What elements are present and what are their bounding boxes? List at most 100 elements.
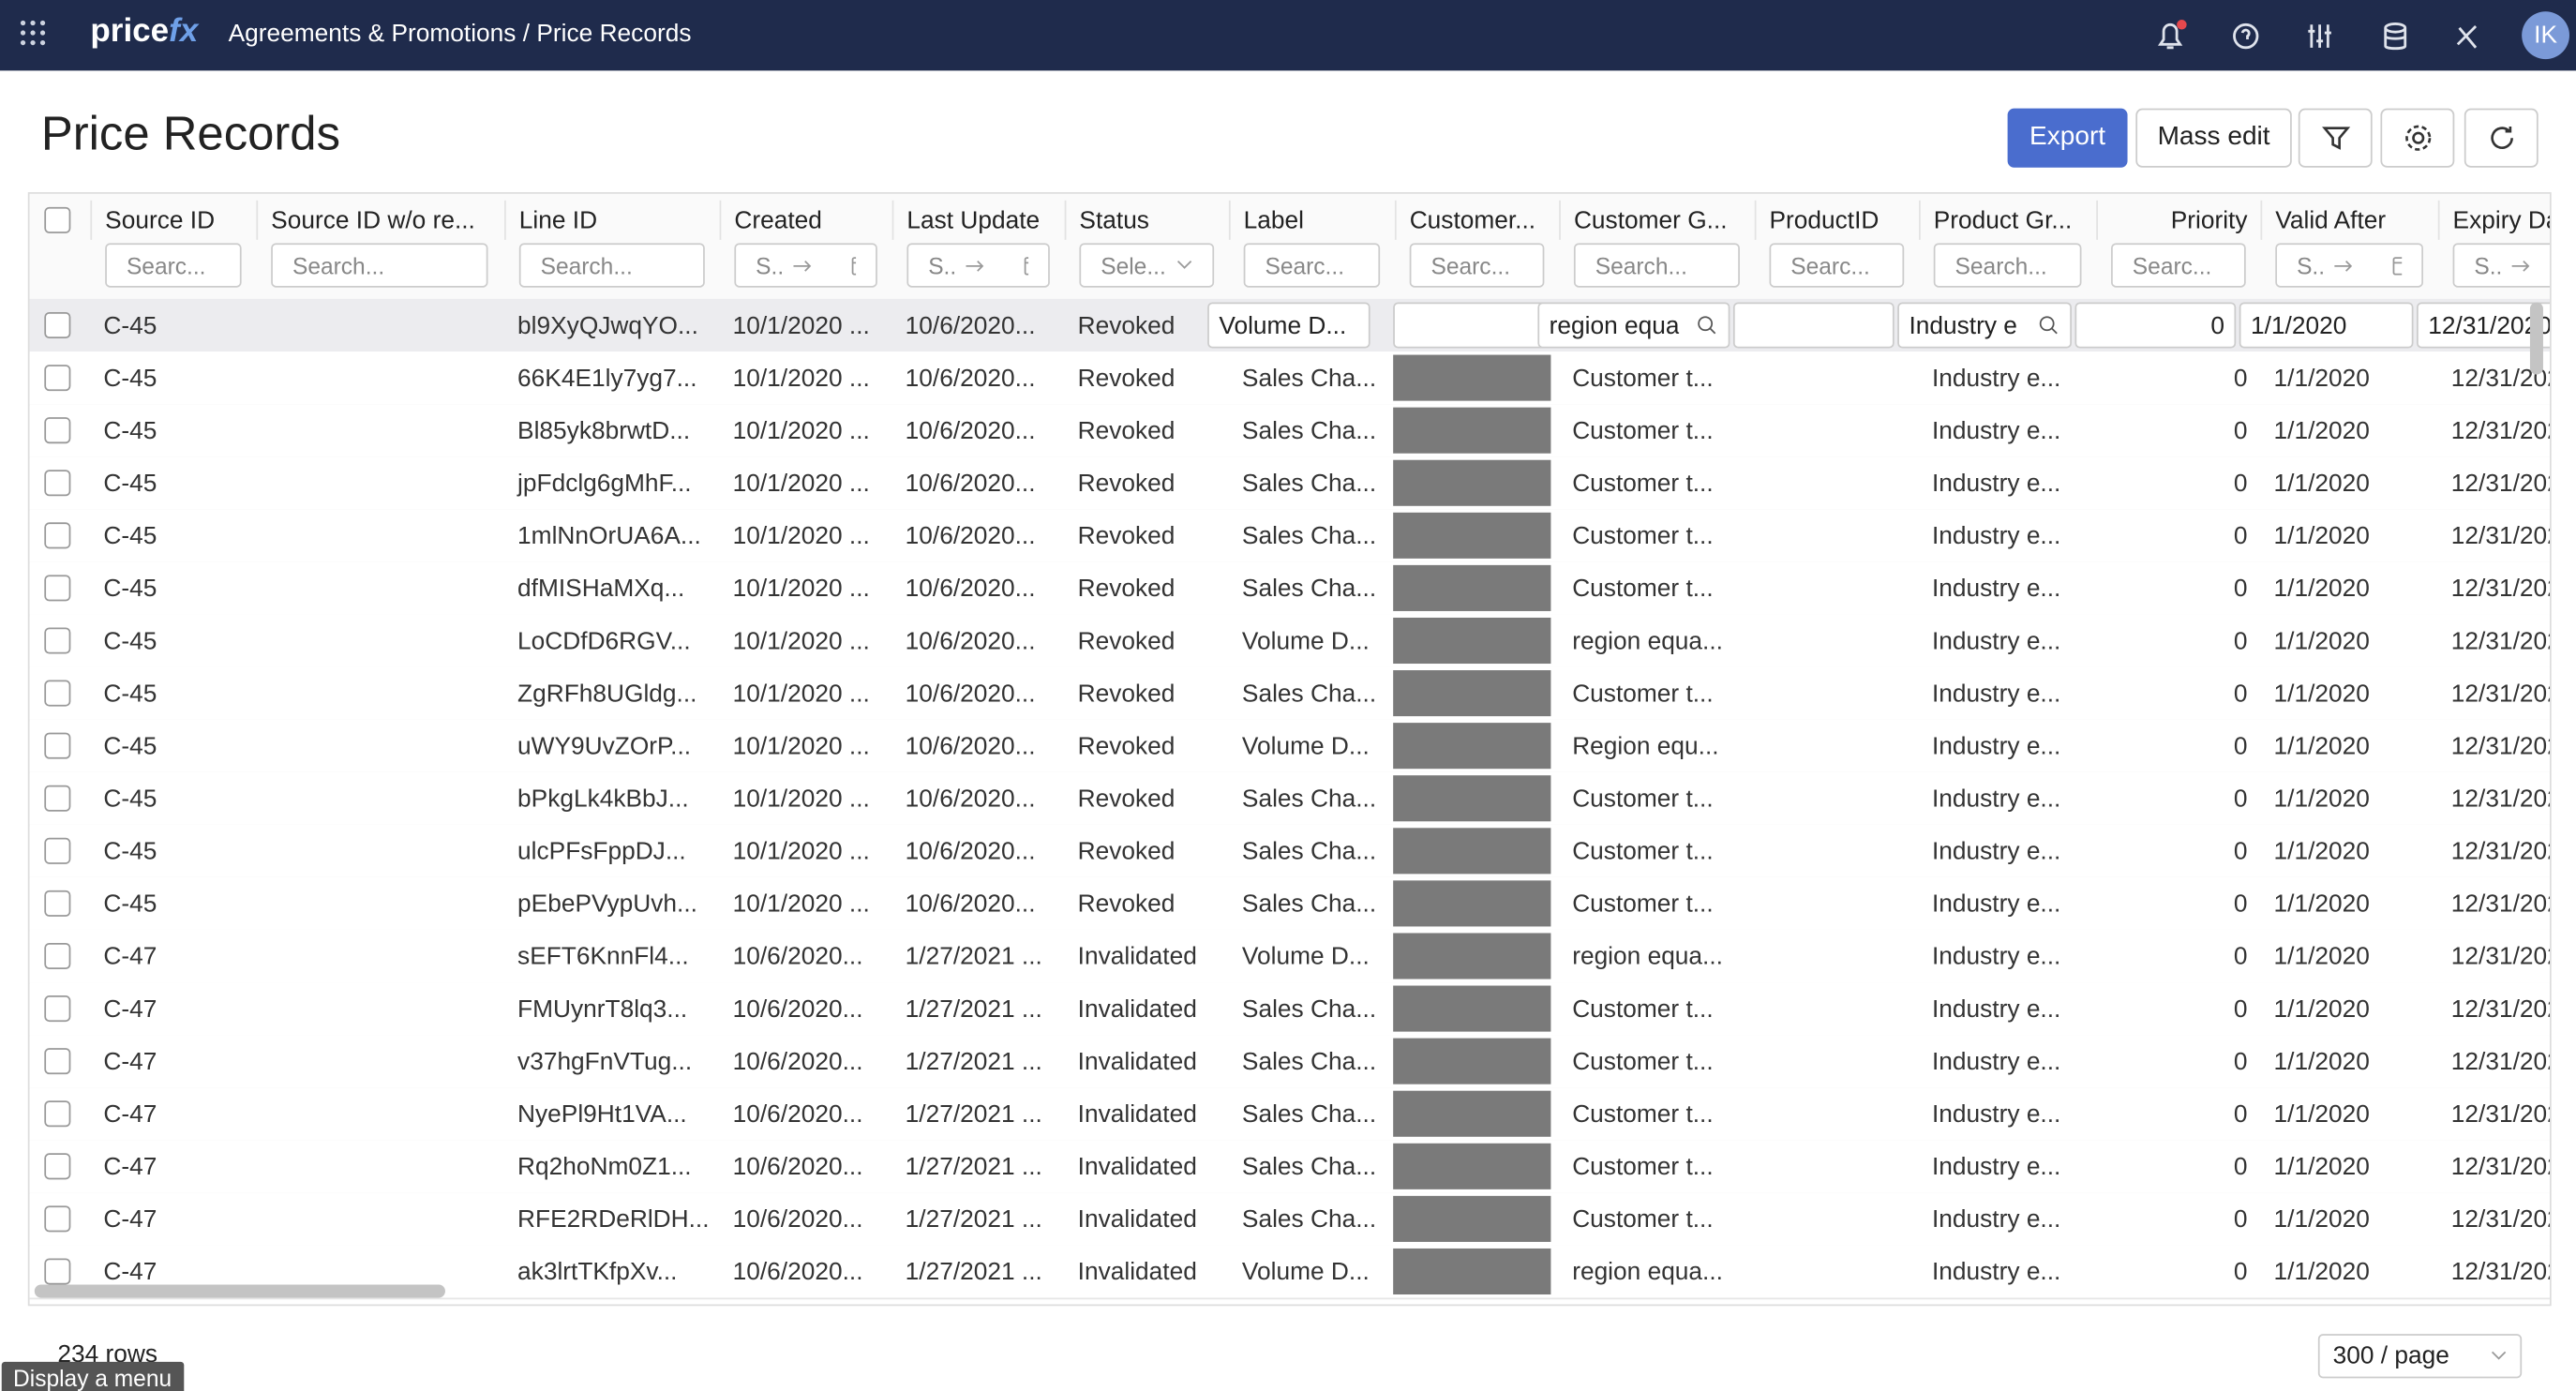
row-checkbox[interactable] — [44, 1258, 71, 1285]
row-checkbox[interactable] — [44, 890, 71, 917]
row-checkbox[interactable] — [44, 1048, 71, 1075]
horizontal-scrollbar[interactable] — [34, 1284, 445, 1298]
settings-sliders[interactable] — [2308, 24, 2331, 48]
cell: 10/1/2020 ... — [732, 574, 870, 603]
breadcrumb-link[interactable]: Agreements & Promotions — [228, 20, 517, 48]
logo[interactable]: pricefx — [90, 13, 198, 51]
cell-editor[interactable]: Volume D... — [1207, 302, 1370, 349]
column-header[interactable]: Expiry Date — [2437, 200, 2550, 240]
column-header[interactable]: Source ID w/o re... — [256, 200, 504, 240]
lookup-icon[interactable] — [2037, 314, 2060, 337]
column-header[interactable]: Customer G... — [1559, 200, 1755, 240]
grid-row[interactable]: C-45 pEbePVypUvh... 10/1/2020 ... 10/6/2020… — [29, 876, 2550, 932]
column-header[interactable]: Label — [1228, 200, 1395, 240]
row-checkbox[interactable] — [44, 311, 71, 339]
row-checkbox[interactable] — [44, 417, 71, 444]
grid-row[interactable]: C-45 1mlNnOrUA6A... 10/1/2020 ... 10/6/2020… — [29, 509, 2550, 564]
search-filter[interactable]: Searc... — [1769, 243, 1905, 288]
select-all-checkbox[interactable] — [44, 206, 71, 233]
grid-row[interactable]: C-47 Rq2hoNm0Z1... 10/6/2020... 1/27/2021 .… — [29, 1140, 2550, 1195]
status-filter[interactable]: Sele... — [1079, 243, 1215, 288]
grid-row[interactable]: C-47 ak3lrtTKfpXv... 10/6/2020... 1/27/2021… — [29, 1245, 2550, 1300]
column-header[interactable]: ProductID — [1754, 200, 1919, 240]
grid-row[interactable]: C-45 ZgRFh8UGldg... 10/1/2020 ... 10/6/2020… — [29, 666, 2550, 722]
row-checkbox[interactable] — [44, 470, 71, 497]
cell-editor[interactable]: 12/31/2020 — [2417, 302, 2550, 349]
date-range-filter[interactable]: S.. — [2452, 243, 2550, 288]
row-checkbox[interactable] — [44, 680, 71, 707]
filter-button[interactable] — [2298, 108, 2373, 168]
row-checkbox[interactable] — [44, 732, 71, 759]
grid-row[interactable]: C-45 bPkgLk4kBbJ... 10/1/2020 ... 10/6/2020… — [29, 771, 2550, 827]
page-size-select[interactable]: 300 / page — [2317, 1334, 2523, 1379]
cell-editor[interactable]: 0 — [2074, 302, 2237, 349]
row-checkbox[interactable] — [44, 575, 71, 602]
search-filter[interactable]: Searc... — [2111, 243, 2246, 288]
cell-editor[interactable]: region equa — [1537, 302, 1730, 349]
cell-editor[interactable]: 1/1/2020 — [2239, 302, 2414, 349]
column-header[interactable]: Priority — [2096, 200, 2260, 240]
mass-edit-button[interactable]: Mass edit — [2135, 108, 2292, 168]
column-header[interactable]: Status — [1064, 200, 1229, 240]
column-header[interactable]: Line ID — [504, 200, 720, 240]
column-header[interactable]: Source ID — [90, 200, 256, 240]
cell-editor[interactable] — [1732, 302, 1895, 349]
column-header[interactable]: Created — [719, 200, 892, 240]
row-checkbox[interactable] — [44, 365, 71, 392]
grid-row[interactable]: C-45 jpFdclg6gMhF... 10/1/2020 ... 10/6/202… — [29, 456, 2550, 512]
grid-row[interactable]: C-47 RFE2RDeRlDH... 10/6/2020... 1/27/2021 … — [29, 1192, 2550, 1248]
row-checkbox[interactable] — [44, 1100, 71, 1128]
column-header[interactable]: Valid After — [2260, 200, 2438, 240]
avatar[interactable]: IK — [2522, 11, 2569, 60]
row-checkbox[interactable] — [44, 995, 71, 1023]
search-filter[interactable]: Searc... — [1243, 243, 1381, 288]
settings-button[interactable] — [2380, 108, 2455, 168]
column-header[interactable]: Last Update — [891, 200, 1065, 240]
notifications[interactable] — [2157, 20, 2187, 50]
database[interactable] — [2384, 22, 2407, 51]
row-checkbox[interactable] — [44, 627, 71, 654]
grid-row[interactable]: C-45 uWY9UvZOrP... 10/1/2020 ... 10/6/2020.… — [29, 719, 2550, 774]
search-filter[interactable]: Searc... — [1409, 243, 1545, 288]
column-header[interactable]: Customer... — [1394, 200, 1559, 240]
cell: 1/1/2020 — [2273, 836, 2370, 865]
refresh-button[interactable] — [2464, 108, 2539, 168]
help[interactable] — [2233, 22, 2259, 50]
lookup-icon[interactable] — [1696, 314, 1719, 337]
row-checkbox[interactable] — [44, 942, 71, 970]
row-checkbox[interactable] — [44, 1153, 71, 1180]
apps-menu[interactable] — [20, 20, 46, 46]
logo-accent: fx — [169, 13, 199, 50]
vertical-scrollbar[interactable] — [2529, 302, 2543, 375]
grid-row[interactable]: C-45 66K4E1ly7yg7... 10/1/2020 ... 10/6/202… — [29, 351, 2550, 406]
grid-row[interactable]: C-45 LoCDfD6RGV... 10/1/2020 ... 10/6/2020.… — [29, 614, 2550, 669]
search-filter[interactable]: Search... — [1573, 243, 1740, 288]
cell: 1/1/2020 — [2273, 1152, 2370, 1181]
grid-row[interactable]: C-47 v37hgFnVTug... 10/6/2020... 1/27/2021 … — [29, 1035, 2550, 1089]
cell: Industry e... — [1932, 364, 2061, 392]
cell-editor[interactable]: Industry e — [1897, 302, 2072, 349]
grid-row[interactable]: C-45 ulcPFsFppDJ... 10/1/2020 ... 10/6/2020… — [29, 824, 2550, 879]
row-checkbox[interactable] — [44, 522, 71, 549]
column-header[interactable]: Product Gr... — [1918, 200, 2096, 240]
search-filter[interactable]: Search... — [518, 243, 705, 288]
grid-row[interactable]: C-47 sEFT6KnnFl4... 10/6/2020... 1/27/2021 … — [29, 929, 2550, 984]
cell: 12/31/2020 — [2450, 1099, 2550, 1129]
date-range-filter[interactable]: S.. — [734, 243, 877, 288]
redacted-cell — [1393, 1038, 1551, 1084]
row-checkbox[interactable] — [44, 785, 71, 812]
row-checkbox[interactable] — [44, 1205, 71, 1233]
grid-row[interactable]: C-47 FMUynrT8lq3... 10/6/2020... 1/27/2021 … — [29, 982, 2550, 1037]
tools[interactable] — [2456, 25, 2478, 49]
search-filter[interactable]: Searc... — [105, 243, 242, 288]
export-button[interactable]: Export — [2007, 108, 2128, 168]
grid-row[interactable]: C-47 NyePl9Ht1VA... 10/6/2020... 1/27/2021 … — [29, 1087, 2550, 1143]
grid-row[interactable]: C-45 bl9XyQJwqYO... 10/1/2020 ... 10/6/2020… — [29, 298, 2550, 353]
grid-row[interactable]: C-45 dfMISHaMXq... 10/1/2020 ... 10/6/2020.… — [29, 561, 2550, 617]
date-range-filter[interactable]: S.. — [906, 243, 1050, 288]
grid-row[interactable]: C-45 Bl85yk8brwtD... 10/1/2020 ... 10/6/202… — [29, 404, 2550, 458]
row-checkbox[interactable] — [44, 837, 71, 864]
search-filter[interactable]: Search... — [1933, 243, 2082, 288]
date-range-filter[interactable]: S.. — [2275, 243, 2424, 288]
search-filter[interactable]: Search... — [271, 243, 488, 288]
